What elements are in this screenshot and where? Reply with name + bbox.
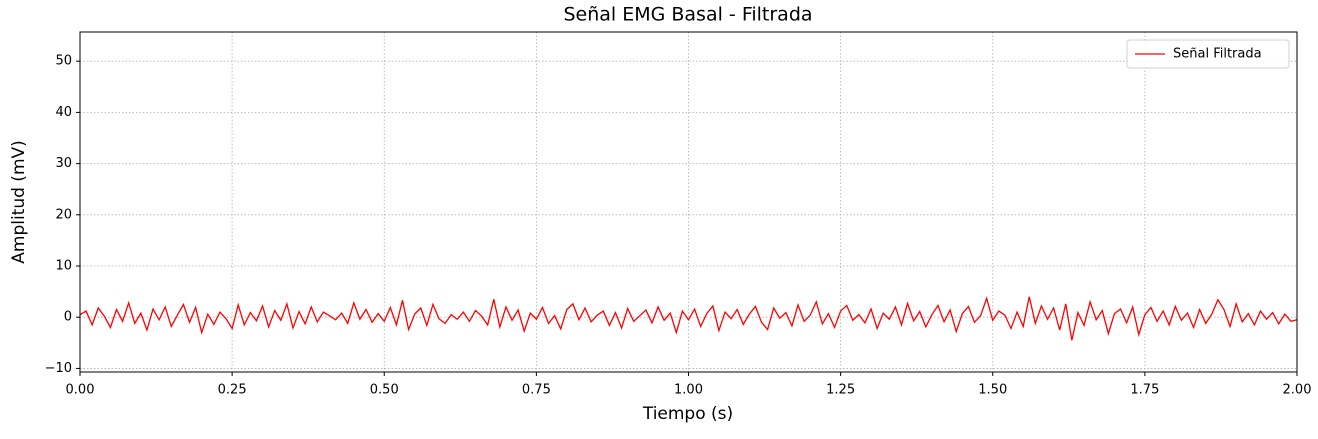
plot-frame xyxy=(79,31,1298,373)
y-tick-label: 50 xyxy=(55,54,72,69)
y-tick-label: 30 xyxy=(55,156,72,171)
y-tick-label: 40 xyxy=(55,105,72,120)
x-tick-label: 0.25 xyxy=(218,383,247,398)
x-tick-label: 0.00 xyxy=(66,383,95,398)
legend-label: Señal Filtrada xyxy=(1173,47,1262,62)
y-tick-label: −10 xyxy=(45,361,72,376)
x-tick-label: 1.00 xyxy=(674,383,703,398)
y-tick-label: 20 xyxy=(55,207,72,222)
x-tick-label: 2.00 xyxy=(1283,383,1312,398)
legend: Señal Filtrada xyxy=(1126,39,1290,69)
chart-title: Señal EMG Basal - Filtrada xyxy=(563,4,812,26)
y-tick-label: 10 xyxy=(55,259,72,274)
y-tick-label: 0 xyxy=(64,310,72,325)
x-axis-label: Tiempo (s) xyxy=(642,404,733,424)
data-line xyxy=(79,296,1298,341)
x-tick-label: 1.25 xyxy=(826,383,855,398)
x-tick-label: 1.50 xyxy=(978,383,1007,398)
y-axis-label: Amplitud (mV) xyxy=(9,140,29,264)
x-tick-label: 0.75 xyxy=(522,383,551,398)
x-tick-label: 1.75 xyxy=(1130,383,1159,398)
legend-box xyxy=(1126,39,1290,69)
x-tick-label: 0.50 xyxy=(370,383,399,398)
